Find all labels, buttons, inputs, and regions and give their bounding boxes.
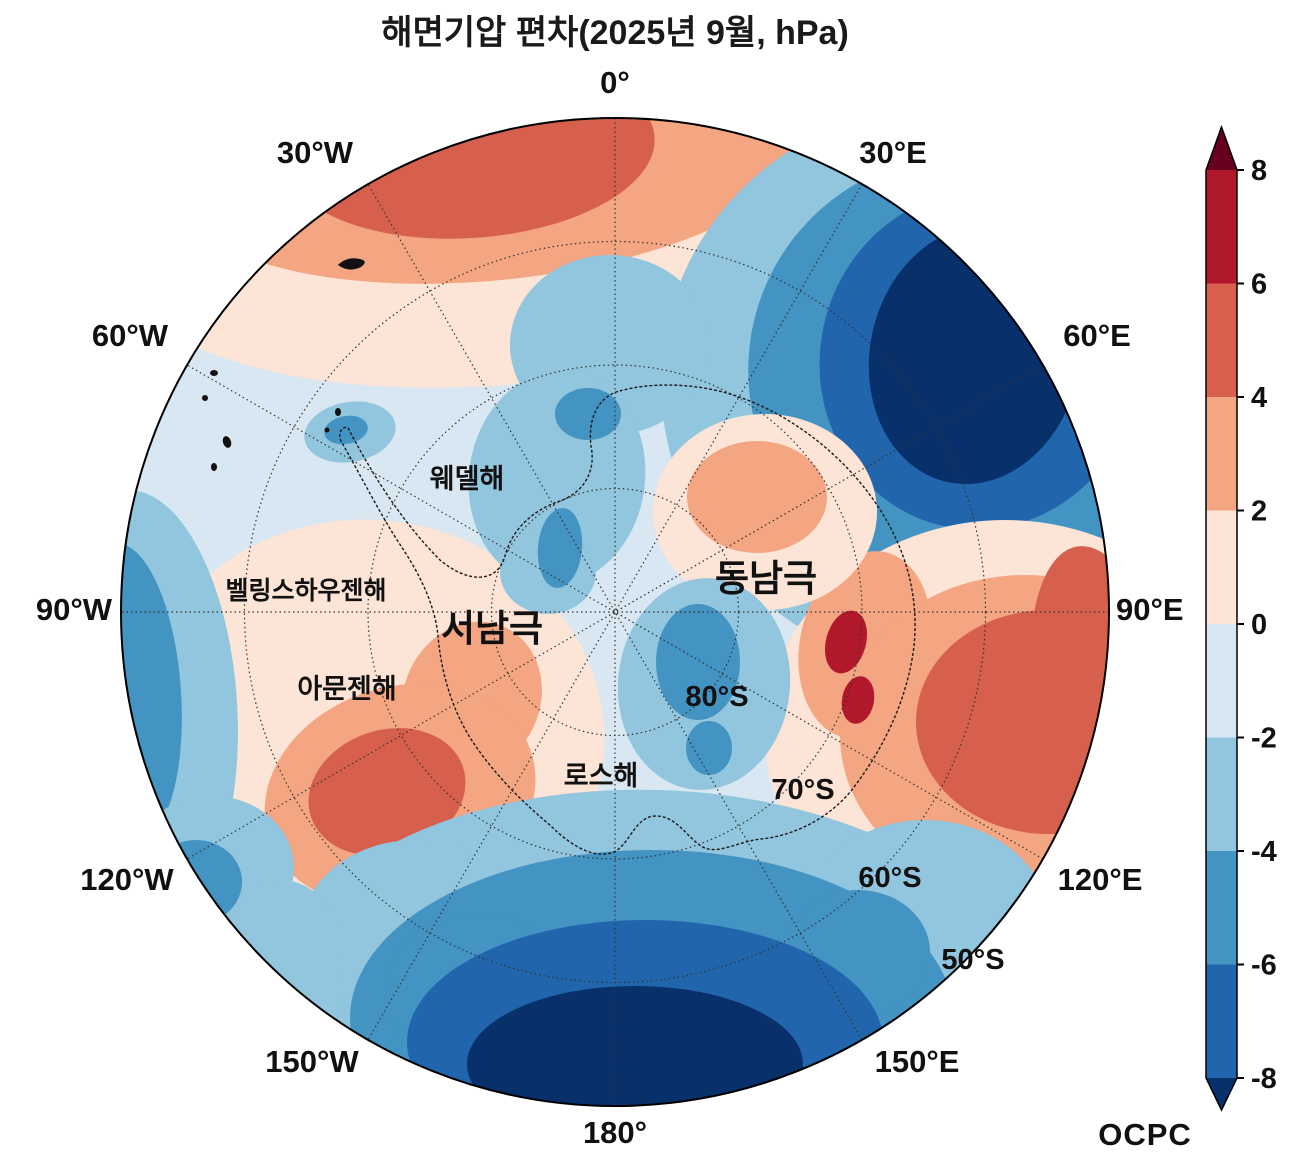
lon-label-60w: 60°W [92, 318, 169, 353]
blob-weddell-medium2 [537, 508, 583, 588]
colorbar-seg-n6-n4 [1206, 851, 1237, 965]
colorbar-tick-2: 2 [1251, 496, 1267, 528]
blob-top-red [285, 118, 655, 239]
region-label-east-antarctica: 동남극 [715, 558, 817, 599]
region-label-amundsen-sea: 아문젠해 [297, 674, 396, 704]
meridian-60e-120w [186, 364, 1044, 860]
colorbar-seg-2-4 [1206, 397, 1237, 511]
blob-bottom-lightblue-leftedge [220, 880, 344, 1044]
island-4 [211, 463, 217, 471]
island-5 [324, 427, 330, 433]
colorbar-seg-n4-n2 [1206, 737, 1237, 851]
blob-peninsula-medium [324, 415, 368, 445]
meridian-150e-30w [367, 183, 863, 1041]
colorbar: 8 6 4 2 0 -2 -4 -6 -8 [1205, 124, 1277, 1112]
lon-label-0: 0° [600, 65, 630, 100]
island-6 [335, 408, 341, 416]
lon-label-90w: 90°W [36, 592, 113, 627]
region-label-bellingshausen-sea: 벨링스하우젠해 [225, 577, 386, 605]
island-south-georgia [338, 258, 365, 270]
island-2 [202, 395, 208, 401]
region-label-weddell-sea: 웨델해 [430, 464, 505, 494]
island-1 [210, 370, 218, 376]
lat-label-50s: 50°S [941, 944, 1004, 976]
blob-weddell-medium1 [555, 388, 621, 440]
graticule [121, 118, 1109, 1106]
lat-label-70s: 70°S [771, 774, 834, 806]
colorbar-tick-n8: -8 [1251, 1063, 1277, 1095]
lat-label-60s: 60°S [858, 862, 921, 894]
blob-centerbottom-medium [656, 604, 740, 720]
colorbar-seg-n8-n6 [1206, 964, 1237, 1078]
lon-label-30e: 30°E [859, 135, 927, 170]
region-label-west-antarctica: 서남극 [441, 608, 543, 649]
island-3 [222, 436, 232, 448]
colorbar-tick-8: 8 [1251, 155, 1267, 187]
colorbar-tickmarks [1237, 169, 1244, 1079]
colorbar-arrow-bottom [1206, 1078, 1237, 1110]
ocpc-logo: OCPC [1098, 1117, 1192, 1152]
colorbar-arrow-top [1206, 127, 1237, 170]
lon-label-180: 180° [583, 1115, 647, 1150]
meridian-30e-150w [367, 183, 863, 1041]
lon-label-150e: 150°E [875, 1044, 960, 1079]
lon-label-120e: 120°E [1058, 862, 1143, 897]
lon-label-150w: 150°W [265, 1044, 359, 1079]
meridian-120e-60w [186, 364, 1044, 860]
map-boundary-circle [120, 117, 1110, 1107]
lon-label-90e: 90°E [1116, 592, 1184, 627]
blob-eastant-salmon [687, 441, 827, 553]
blob-centerbottom-medium2 [686, 721, 732, 775]
colorbar-seg-0-2 [1206, 510, 1237, 624]
lon-label-30w: 30°W [277, 135, 354, 170]
colorbar-tick-6: 6 [1251, 269, 1267, 301]
blob-right-red-edge [1030, 546, 1109, 834]
lon-label-60e: 60°E [1063, 318, 1131, 353]
blob-right-darkred-spot1 [824, 610, 868, 674]
antarctica-coastline [339, 384, 916, 855]
colorbar-tick-n2: -2 [1251, 723, 1277, 755]
latitude-ring-70s [367, 364, 863, 860]
colorbar-tick-n4: -4 [1251, 836, 1277, 868]
colorbar-seg-4-6 [1206, 283, 1237, 397]
colorbar-seg-n2-0 [1206, 624, 1237, 738]
lon-label-120w: 120°W [80, 862, 174, 897]
coastline-group [202, 258, 916, 855]
colorbar-tick-n6: -6 [1251, 950, 1277, 982]
contour-field [121, 118, 1109, 1106]
chart-title: 해면기압 편차(2025년 9월, hPa) [381, 14, 849, 52]
blob-amundsen-red [308, 728, 466, 856]
region-label-ross-sea: 로스해 [564, 761, 639, 791]
lat-label-80s: 80°S [685, 681, 748, 713]
colorbar-tick-4: 4 [1251, 382, 1267, 414]
colorbar-seg-6-8 [1206, 170, 1237, 284]
colorbar-tick-0: 0 [1251, 609, 1267, 641]
